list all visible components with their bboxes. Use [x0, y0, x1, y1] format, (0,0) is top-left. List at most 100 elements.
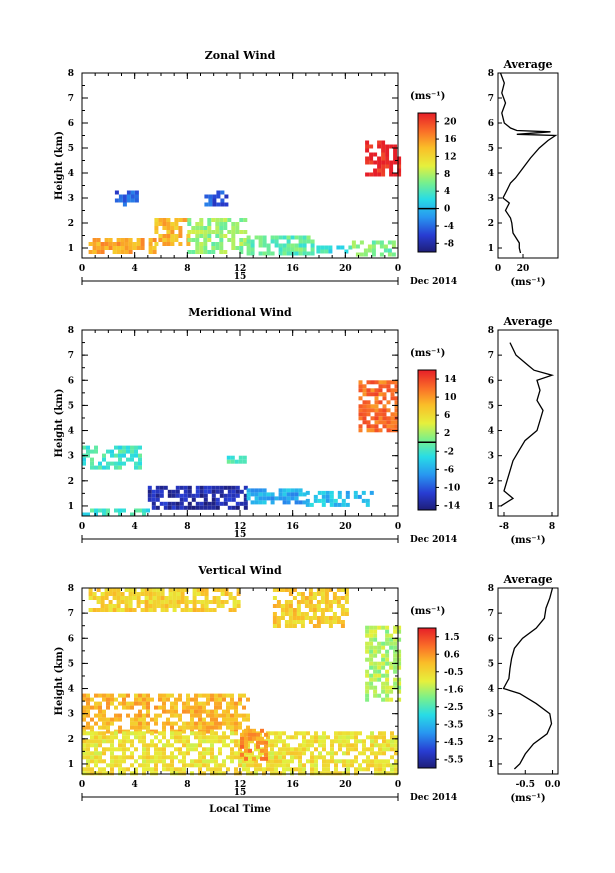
heatmap-cell: [118, 445, 122, 450]
heatmap-cell: [346, 739, 350, 744]
heatmap-cell: [365, 689, 370, 694]
heatmap-cell: [362, 400, 367, 405]
heatmap-cell: [82, 697, 86, 702]
heatmap-cell: [389, 661, 394, 666]
heatmap-cell: [146, 759, 150, 764]
heatmap-cell: [195, 246, 200, 250]
heatmap-cell: [274, 755, 278, 760]
heatmap-cell: [350, 759, 354, 764]
x-tick-label: 16: [286, 780, 299, 790]
heatmap-cell: [114, 763, 118, 768]
heatmap-cell: [341, 498, 346, 503]
heatmap-cell: [369, 160, 374, 165]
heatmap-cell: [342, 763, 346, 768]
heatmap-cell: [155, 489, 160, 494]
heatmap-cell: [310, 735, 314, 740]
heatmap-cell: [227, 493, 232, 498]
heatmap-cell: [108, 608, 113, 612]
heatmap-cell: [219, 242, 224, 246]
heatmap-cell: [206, 763, 210, 768]
heatmap-cell: [342, 751, 346, 756]
heatmap-cell: [302, 251, 307, 256]
heatmap-cell: [387, 252, 392, 257]
heatmap-cell: [130, 701, 134, 706]
heatmap-cell: [274, 243, 279, 248]
heatmap-cell: [397, 685, 402, 690]
heatmap-cell: [198, 739, 202, 744]
heatmap-cell: [370, 751, 374, 756]
heatmap-cell: [207, 505, 212, 510]
heatmap-cell: [116, 238, 121, 242]
heatmap-cell: [270, 731, 274, 736]
heatmap-cell: [147, 485, 152, 490]
heatmap-cell: [382, 384, 387, 389]
heatmap-cell: [231, 222, 236, 226]
heatmap-cell: [382, 743, 386, 748]
heatmap-cell: [82, 445, 86, 450]
heatmap-cell: [248, 736, 252, 741]
heatmap-cell: [94, 747, 98, 752]
heatmap-cell: [325, 498, 330, 503]
heatmap-cell: [361, 490, 366, 495]
heatmap-cell: [158, 747, 162, 752]
x-tick-label: 8: [184, 780, 190, 790]
heatmap-cell: [146, 763, 150, 768]
heatmap-cell: [397, 156, 402, 161]
heatmap-cell: [374, 767, 378, 772]
heatmap-cell: [369, 673, 374, 678]
heatmap-cell: [308, 592, 313, 596]
heatmap-cell: [82, 767, 86, 772]
heatmap-cell: [288, 588, 293, 592]
heatmap-cell: [254, 747, 258, 752]
heatmap-cell: [310, 243, 315, 248]
heatmap-cell: [366, 404, 371, 409]
heatmap-cell: [298, 235, 303, 240]
heatmap-cell: [362, 388, 367, 393]
heatmap-cell: [170, 735, 174, 740]
heatmap-cell: [397, 164, 402, 169]
heatmap-cell: [86, 445, 90, 450]
heatmap-cell: [204, 194, 209, 199]
heatmap-cell: [224, 592, 229, 596]
heatmap-cell: [210, 725, 214, 730]
colorbar-tick-label: -3.5: [444, 720, 463, 730]
heatmap-cell: [82, 713, 86, 718]
heatmap-cell: [148, 588, 153, 592]
heatmap-cell: [211, 493, 216, 498]
heatmap-cell: [160, 588, 165, 592]
heatmap-cell: [320, 588, 325, 592]
heatmap-cell: [351, 240, 356, 245]
heatmap-cell: [390, 771, 394, 776]
heatmap-cell: [212, 194, 217, 199]
heatmap-cell: [210, 743, 214, 748]
heatmap-cell: [210, 721, 214, 726]
heatmap-cell: [134, 721, 138, 726]
colorbar: [417, 112, 437, 253]
heatmap-cell: [190, 713, 194, 718]
heatmap-cell: [365, 669, 370, 674]
colorbar-tick-label: -1.6: [444, 685, 463, 695]
heatmap-cell: [382, 763, 386, 768]
heatmap-cell: [318, 771, 322, 776]
heatmap-cell: [324, 620, 329, 624]
heatmap-cell: [106, 763, 110, 768]
heatmap-cell: [336, 604, 341, 608]
heatmap-cell: [316, 592, 321, 596]
heatmap-cell: [324, 604, 329, 608]
heatmap-cell: [385, 657, 390, 662]
heatmap-cell: [379, 244, 384, 249]
heatmap-cell: [106, 717, 110, 722]
heatmap-cell: [118, 767, 122, 772]
heatmap-cell: [222, 743, 226, 748]
y-tick-label: 4: [68, 685, 74, 695]
heatmap-cell: [158, 755, 162, 760]
heatmap-cell: [369, 144, 374, 149]
heatmap-cell: [166, 697, 170, 702]
heatmap-cell: [336, 616, 341, 620]
heatmap-cell: [132, 242, 137, 246]
heatmap-cell: [222, 739, 226, 744]
heatmap-cell: [282, 743, 286, 748]
heatmap-cell: [371, 244, 376, 249]
heatmap-cell: [224, 194, 229, 199]
heatmap-cell: [397, 681, 402, 686]
